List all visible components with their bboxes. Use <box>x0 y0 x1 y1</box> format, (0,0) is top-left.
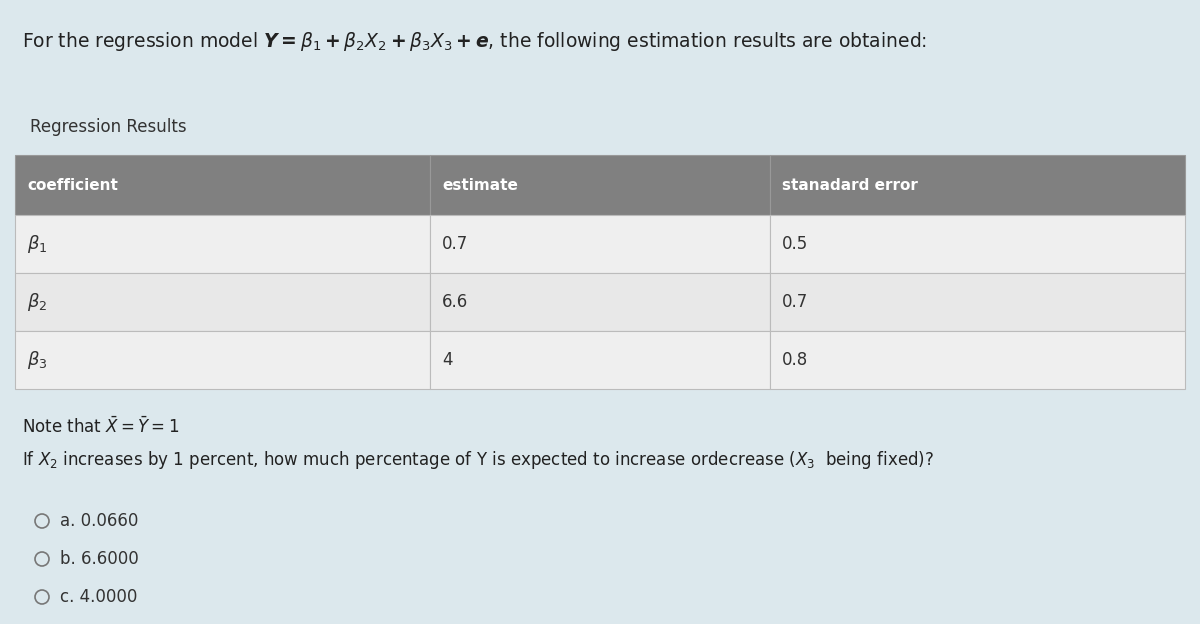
Text: 0.7: 0.7 <box>443 235 468 253</box>
Bar <box>431 273 769 331</box>
Text: 0.5: 0.5 <box>781 235 808 253</box>
Text: c. 4.0000: c. 4.0000 <box>60 588 137 606</box>
Text: 0.7: 0.7 <box>781 293 808 311</box>
Bar <box>769 155 1184 215</box>
Bar <box>769 273 1184 331</box>
Bar <box>431 331 769 389</box>
Bar <box>14 215 431 273</box>
Text: 4: 4 <box>443 351 452 369</box>
Text: Regression Results: Regression Results <box>30 118 187 136</box>
Bar <box>431 215 769 273</box>
Bar <box>14 331 431 389</box>
Text: If $X_2$ increases by 1 percent, how much percentage of Y is expected to increas: If $X_2$ increases by 1 percent, how muc… <box>22 449 934 471</box>
Text: a. 0.0660: a. 0.0660 <box>60 512 138 530</box>
Text: b. 6.6000: b. 6.6000 <box>60 550 139 568</box>
Text: stanadard error: stanadard error <box>781 177 918 192</box>
Text: coefficient: coefficient <box>28 177 118 192</box>
Text: $\beta_2$: $\beta_2$ <box>28 291 47 313</box>
Bar <box>431 155 769 215</box>
Text: 0.8: 0.8 <box>781 351 808 369</box>
Text: $\beta_3$: $\beta_3$ <box>28 349 48 371</box>
Text: 6.6: 6.6 <box>443 293 468 311</box>
Bar <box>14 273 431 331</box>
Text: estimate: estimate <box>443 177 518 192</box>
Bar <box>769 331 1184 389</box>
Text: $\beta_1$: $\beta_1$ <box>28 233 47 255</box>
Bar <box>14 155 431 215</box>
Text: Note that $\bar{X} = \bar{Y} = 1$: Note that $\bar{X} = \bar{Y} = 1$ <box>22 417 179 437</box>
Bar <box>769 215 1184 273</box>
Text: For the regression model $\boldsymbol{Y = \beta_1 + \beta_2 X_2 + \beta_3 X_3 + : For the regression model $\boldsymbol{Y … <box>22 30 928 53</box>
